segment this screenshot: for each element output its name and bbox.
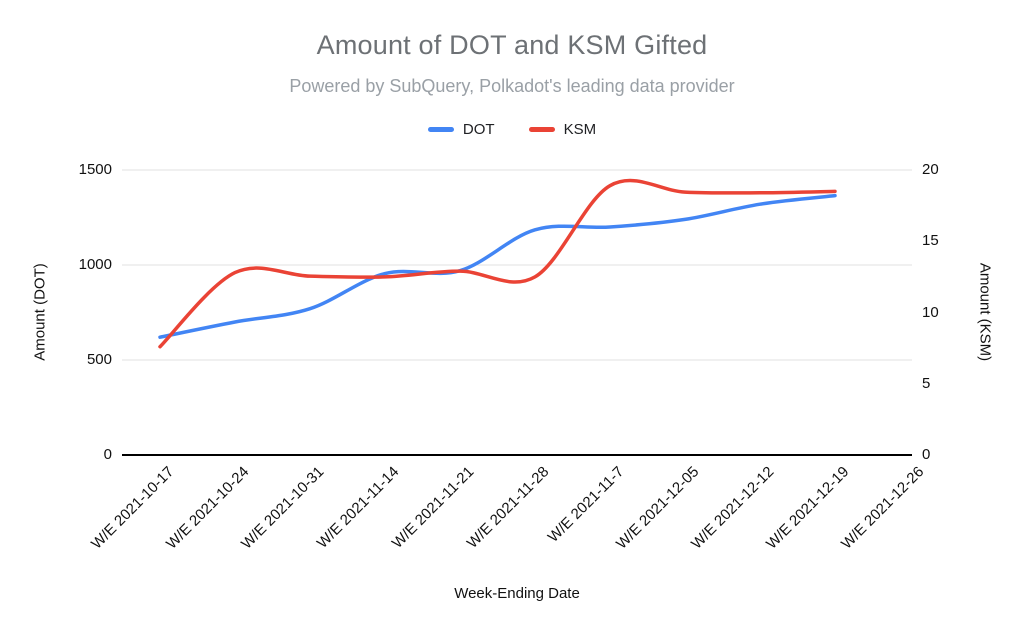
- legend-swatch-dot: [427, 126, 454, 132]
- chart-subtitle: Powered by SubQuery, Polkadot's leading …: [289, 76, 735, 96]
- right-axis-title: Amount (KSM): [976, 262, 994, 362]
- series-line-ksm: [158, 178, 837, 349]
- right-tick-label: 10: [922, 303, 939, 321]
- right-tick-label: 20: [922, 161, 939, 178]
- series-line-dot: [158, 193, 837, 339]
- left-tick-label: 0: [103, 446, 112, 463]
- legend-item-ksm: KSM: [528, 120, 597, 138]
- right-tick-label: 15: [922, 232, 939, 250]
- chart-title: Amount of DOT and KSM Gifted: [316, 30, 708, 60]
- right-tick-label: 0: [922, 446, 931, 463]
- legend-item-dot: DOT: [427, 120, 495, 138]
- right-tick-label: 5: [922, 374, 931, 392]
- left-tick-label: 1500: [78, 161, 112, 178]
- left-tick-label: 500: [86, 351, 112, 368]
- legend-label: DOT: [462, 120, 495, 138]
- legend: DOT KSM: [0, 120, 1024, 138]
- x-axis-title: Week-Ending Date: [454, 585, 580, 602]
- legend-label: KSM: [563, 120, 597, 138]
- left-axis-title: Amount (DOT): [31, 263, 49, 361]
- left-tick-label: 1000: [78, 256, 112, 273]
- legend-swatch-ksm: [528, 126, 555, 132]
